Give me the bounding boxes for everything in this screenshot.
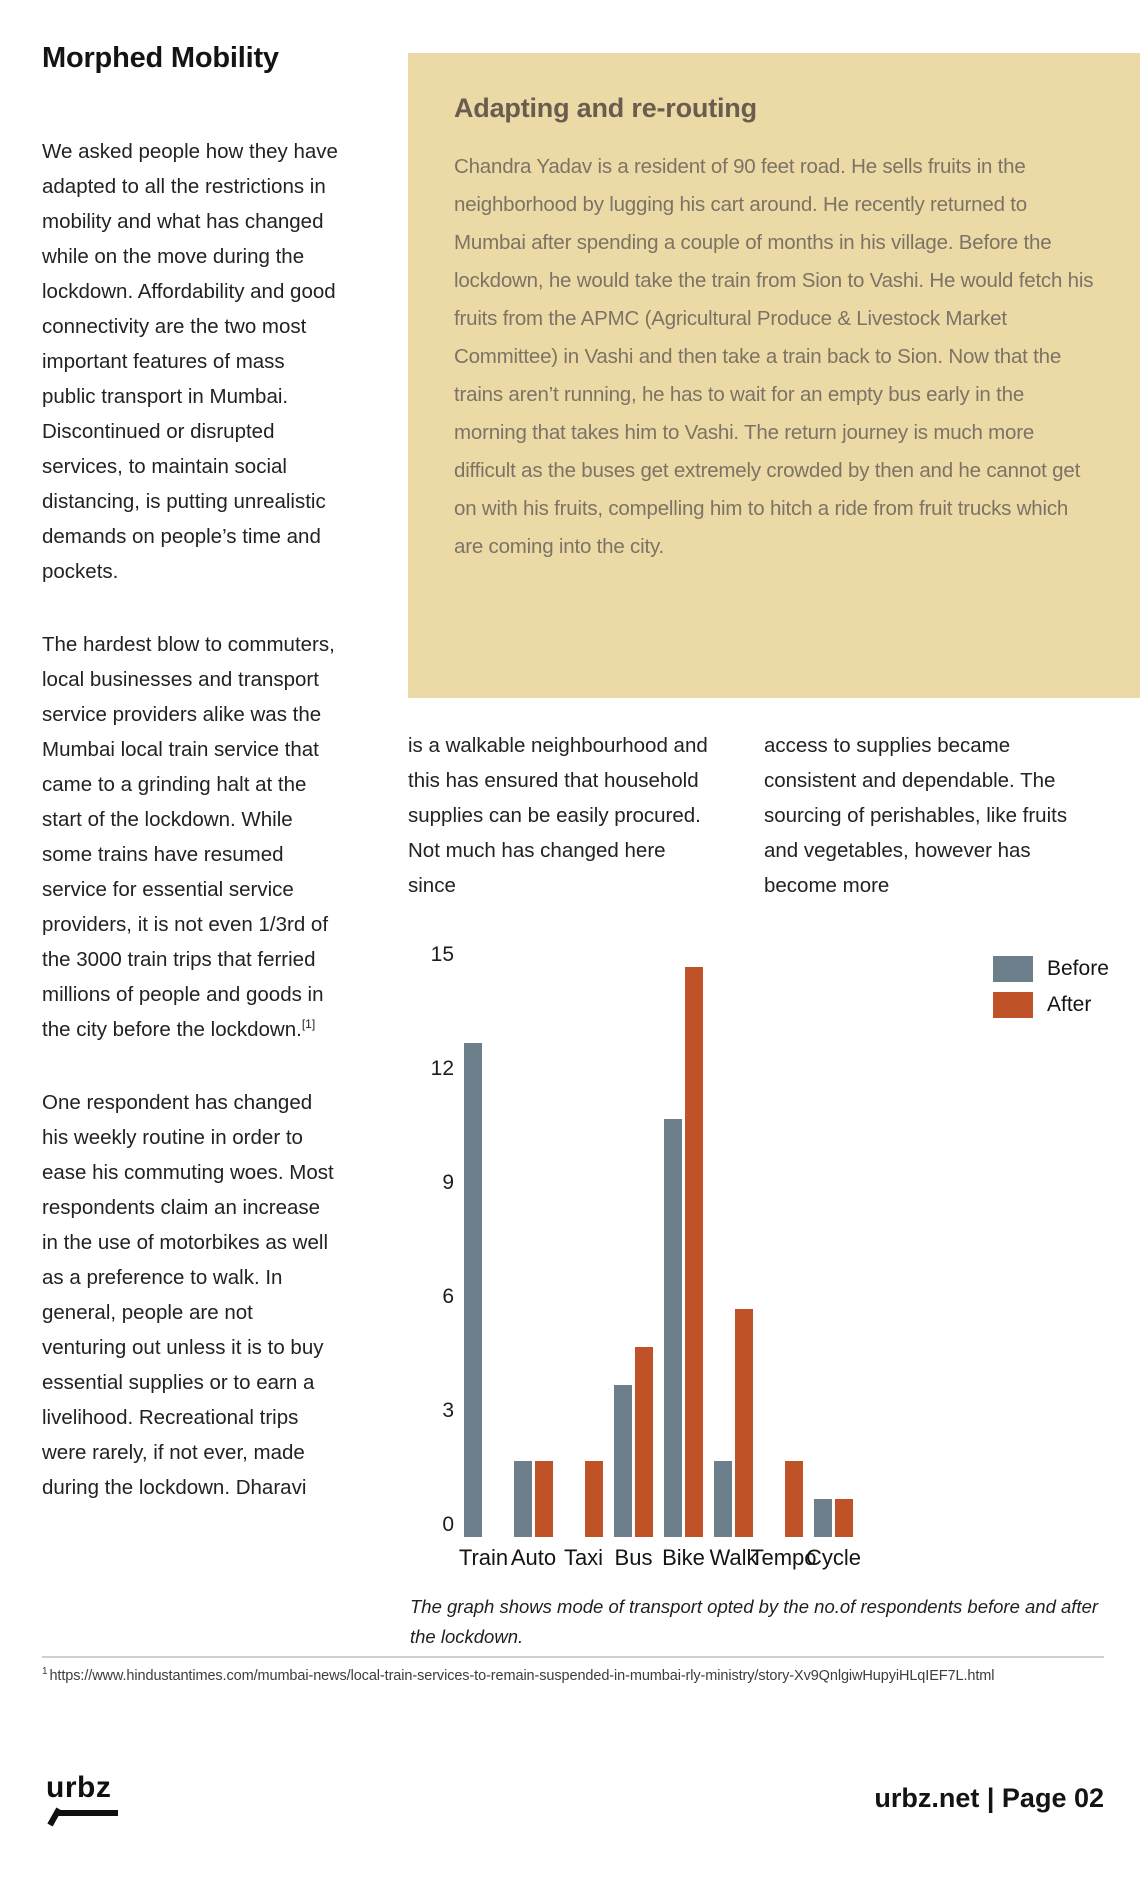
x-label-bike: Bike: [662, 1545, 705, 1570]
y-tick-0: 0: [442, 1513, 454, 1536]
legend-label-before: Before: [1047, 957, 1109, 980]
chart-bars: [464, 967, 853, 1537]
y-tick-6: 6: [442, 1285, 454, 1308]
bar-taxi-after: [585, 1461, 603, 1537]
urbz-logo-wordmark: urbz: [46, 1771, 112, 1804]
x-label-tempo: Tempo: [750, 1545, 817, 1570]
bar-auto-before: [514, 1461, 532, 1537]
bar-group-tempo: [764, 967, 803, 1537]
footnote: 1 https://www.hindustantimes.com/mumbai-n…: [42, 1666, 1122, 1684]
page-title: Morphed Mobility: [42, 42, 279, 74]
legend-item-after: After: [993, 992, 1109, 1018]
y-tick-3: 3: [442, 1399, 454, 1422]
chart-x-labels: Train Auto Taxi Bus Bike Walk Tempo Cycle: [458, 1545, 862, 1571]
bar-group-cycle: [814, 967, 853, 1537]
footnote-number: 1: [42, 1666, 48, 1677]
chart-y-axis: 0 3 6 9 12 15: [408, 943, 454, 1537]
legend-swatch-after: [993, 992, 1033, 1018]
continued-column-right: access to supplies became consistent and…: [764, 734, 1068, 897]
y-tick-15: 15: [430, 943, 454, 966]
paragraph-1: We asked people how they have adapted to…: [42, 140, 338, 583]
bar-auto-after: [535, 1461, 553, 1537]
bar-group-auto: [514, 967, 553, 1537]
continued-column-left: is a walkable neighbourhood and this has…: [408, 734, 708, 897]
legend-item-before: Before: [993, 956, 1109, 982]
bar-bike-after: [685, 967, 703, 1537]
bar-group-taxi: [564, 967, 603, 1537]
x-label-auto: Auto: [510, 1545, 557, 1570]
chart-caption: The graph shows mode of transport opted …: [410, 1596, 1099, 1647]
bar-bus-after: [635, 1347, 653, 1537]
callout-box: Adapting and re-routing Chandra Yadav is…: [408, 53, 1140, 698]
bar-tempo-after: [785, 1461, 803, 1537]
bar-cycle-before: [814, 1499, 832, 1537]
paragraph-2: The hardest blow to commuters, local bus…: [42, 627, 338, 1047]
x-label-bus: Bus: [614, 1545, 653, 1570]
footnote-url[interactable]: https://www.hindustantimes.com/mumbai-ne…: [49, 1667, 995, 1684]
y-tick-12: 12: [430, 1057, 454, 1080]
chart-legend: Before After: [993, 956, 1109, 1018]
paragraph-3: One respondent has changed his weekly ro…: [42, 1091, 334, 1499]
x-label-cycle: Cycle: [806, 1545, 862, 1570]
footnote-divider: [42, 1656, 1104, 1658]
bar-walk-after: [735, 1309, 753, 1537]
left-column: We asked people how they have adapted to…: [42, 134, 338, 1543]
bar-group-train: [464, 967, 503, 1537]
urbz-logo-swoosh-icon: [47, 1807, 118, 1827]
x-label-train: Train: [458, 1545, 509, 1570]
bar-train-before: [464, 1043, 482, 1537]
bar-walk-before: [714, 1461, 732, 1537]
footer-site-page: urbz.net | Page 02: [874, 1783, 1104, 1813]
bar-cycle-after: [835, 1499, 853, 1537]
paragraph-2-text: The hardest blow to commuters, local bus…: [42, 633, 335, 1041]
urbz-logo: urbz: [46, 1773, 136, 1827]
bar-bike-before: [664, 1119, 682, 1537]
legend-label-after: After: [1047, 993, 1092, 1016]
x-label-walk: Walk: [709, 1545, 758, 1570]
y-tick-9: 9: [442, 1171, 454, 1194]
bar-group-bus: [614, 967, 653, 1537]
callout-title: Adapting and re-routing: [454, 93, 757, 123]
bar-group-walk: [714, 967, 753, 1537]
transport-bar-chart: 0 3 6 9 12 15 Train Auto Taxi Bus Bike Walk Tempo Cy…: [408, 943, 1140, 1588]
bar-bus-before: [614, 1385, 632, 1537]
bar-group-bike: [664, 967, 703, 1537]
legend-swatch-before: [993, 956, 1033, 982]
x-label-taxi: Taxi: [563, 1545, 604, 1570]
footnote-marker-superscript: [1]: [301, 1017, 316, 1032]
callout-body: Chandra Yadav is a resident of 90 feet r…: [454, 155, 1094, 558]
